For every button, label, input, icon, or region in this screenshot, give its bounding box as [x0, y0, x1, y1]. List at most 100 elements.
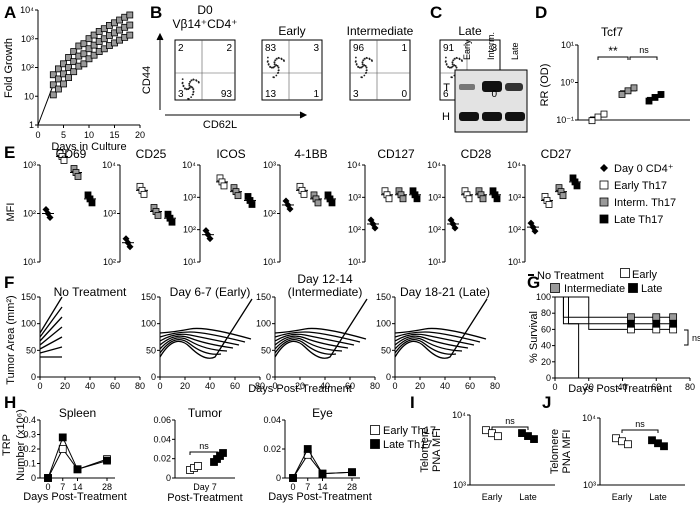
f-tumor-curve — [394, 338, 457, 355]
b-facs-dot — [453, 57, 456, 60]
b-facs-dot — [192, 93, 195, 96]
b-facs-dot — [192, 90, 195, 93]
a-y-tick-label: 10³ — [21, 34, 34, 44]
b-facs-dot — [365, 69, 368, 72]
e-point — [46, 214, 54, 221]
e-y-tick-label: 10¹ — [23, 257, 36, 267]
f-tumor-curve — [39, 316, 63, 342]
b-quadrant-value: 83 — [265, 43, 277, 54]
a-growth-point — [60, 60, 67, 68]
e-panel-title: CD69 — [56, 147, 87, 161]
b-facs-dot — [187, 88, 190, 90]
i-y-label: Telomere — [419, 427, 431, 472]
b-facs-dot — [190, 96, 193, 98]
f-tumor-curve — [394, 337, 463, 352]
b-early-title: Early — [278, 24, 305, 38]
a-y-tick-label: 10⁴ — [20, 5, 34, 15]
i-ns-bracket — [491, 426, 529, 430]
b-d0-title: D0 — [197, 3, 213, 17]
b-facs-dot — [275, 57, 278, 60]
b-facs-dot — [368, 57, 371, 60]
h-point — [58, 433, 67, 442]
h-y-tick-label: 0.2 — [23, 444, 36, 454]
e-y-tick-label: 10³ — [103, 209, 116, 219]
b-facs-dot — [355, 63, 358, 66]
h-legend-label: Early Th17 — [383, 425, 436, 437]
b-quadrant-value: 96 — [353, 43, 365, 54]
e-point — [60, 157, 68, 164]
a-growth-point — [65, 64, 72, 71]
a-growth-point — [90, 41, 98, 49]
f-x-tick-label: 20 — [180, 381, 190, 391]
b-facs-dot — [452, 59, 455, 62]
f-x-tick-label: 40 — [440, 381, 450, 391]
i-y-tick-label: 10⁴ — [452, 410, 466, 420]
e-point — [385, 195, 393, 203]
panel-letter-f: F — [4, 273, 14, 292]
f-x-tick-label: 0 — [392, 381, 397, 391]
f-y-tick-label: 100 — [141, 319, 156, 329]
g-legend-marker — [620, 268, 630, 278]
d-point — [618, 91, 626, 98]
h-x-label: Days Post-Treatment — [268, 491, 372, 503]
b-facs-dot — [360, 66, 363, 69]
a-x-tick-label: 5 — [61, 130, 66, 140]
e-panel-title: CD27 — [541, 147, 572, 161]
d-point — [588, 117, 596, 125]
h-y-label: Number (x10⁶) — [15, 409, 27, 481]
e-panel-title: CD28 — [461, 147, 492, 161]
e-point — [286, 205, 294, 213]
f-tumor-curve — [274, 298, 368, 359]
a-y-tick-label: 10 — [24, 91, 34, 101]
e-point — [573, 182, 581, 190]
d-y-label: RR (OD) — [539, 64, 551, 107]
i-y-tick-label: 10³ — [453, 480, 466, 490]
b-facs-dot — [273, 76, 275, 79]
b-facs-dot — [181, 82, 184, 85]
j-ns-bracket — [621, 429, 659, 433]
e-y-tick-label: 10² — [348, 225, 361, 235]
h-x-tick-label: 0 — [290, 482, 295, 492]
b-facs-dot — [354, 60, 357, 63]
j-point — [660, 442, 668, 451]
b-facs-dot — [181, 78, 184, 81]
g-y-tick-label: 40 — [541, 341, 551, 351]
b-quadrant-value: 6 — [443, 89, 449, 100]
b-d0-subtitle: Vβ14⁺CD4⁺ — [173, 17, 238, 31]
f-tumor-curve — [159, 298, 253, 359]
e-y-tick-label: 10¹ — [263, 257, 276, 267]
e-legend-label: Early Th17 — [614, 180, 667, 192]
d-ns-label: ns — [639, 45, 649, 55]
f-y-tick-label: 50 — [146, 345, 156, 355]
b-facs-dot — [447, 66, 450, 69]
e-point — [493, 195, 501, 203]
a-growth-point — [85, 55, 93, 63]
e-point — [88, 199, 96, 207]
h-y-tick-label: 0 — [166, 473, 171, 483]
b-facs-dot — [277, 69, 280, 72]
j-y-tick-label: 10⁴ — [582, 413, 596, 423]
b-facs-dot — [363, 57, 366, 60]
b-quadrant-value: 91 — [443, 43, 455, 54]
j-x-tick-label: Late — [649, 492, 667, 502]
f-tumor-curve — [39, 296, 63, 334]
b-facs-dot — [458, 57, 461, 60]
f-y-tick-label: 0 — [386, 372, 391, 382]
h-y-tick-label: 0 — [31, 473, 36, 483]
panel-letter-a: A — [4, 3, 16, 22]
f-x-tick-label: 60 — [345, 381, 355, 391]
i-point — [530, 435, 538, 443]
g-x-tick-label: 80 — [685, 382, 695, 392]
h-panel-title: Eye — [312, 406, 333, 420]
d-y-tick-label: 10¹ — [561, 40, 574, 50]
f-tumor-curve — [39, 346, 63, 354]
d-sig-bracket — [597, 56, 629, 60]
b-arrow-head — [299, 111, 308, 119]
e-legend-marker — [599, 214, 609, 224]
f-tumor-curve — [39, 326, 63, 346]
i-x-tick-label: Early — [482, 492, 503, 502]
h-ns-bracket — [189, 451, 219, 455]
j-point — [624, 440, 632, 449]
e-y-tick-label: 10⁴ — [427, 160, 441, 170]
b-facs-dot — [357, 66, 360, 69]
